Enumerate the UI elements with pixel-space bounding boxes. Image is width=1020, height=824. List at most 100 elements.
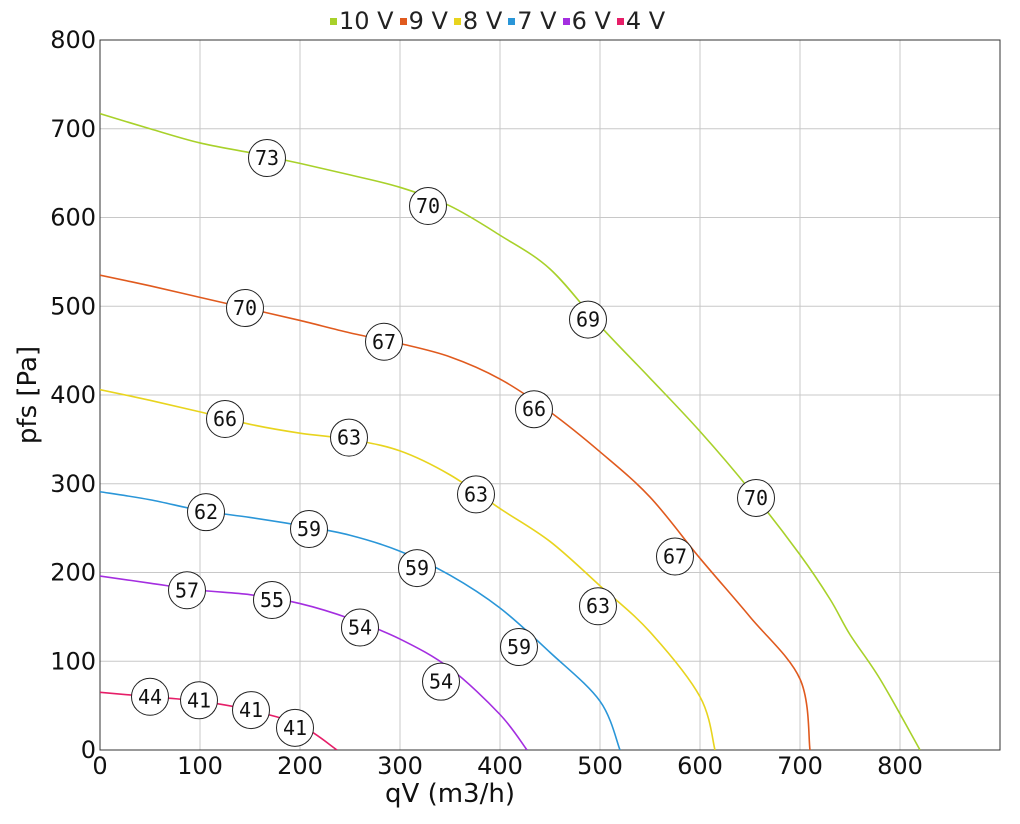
point-label: 63 <box>579 587 617 626</box>
point-label-circle <box>500 628 538 667</box>
point-label: 66 <box>206 399 244 438</box>
y-tick-label: 200 <box>50 559 96 587</box>
point-label-text: 70 <box>233 296 257 320</box>
legend-label: 6 V <box>571 7 611 35</box>
x-tick-label: 200 <box>277 752 323 780</box>
point-label-text: 67 <box>663 545 687 569</box>
point-label-text: 59 <box>405 556 429 580</box>
point-label: 41 <box>180 681 218 720</box>
legend-swatch <box>330 17 337 25</box>
point-label-text: 63 <box>464 482 488 506</box>
point-label-circle <box>656 537 694 576</box>
legend-label: 4 V <box>625 7 666 35</box>
point-label: 63 <box>330 418 368 457</box>
x-tick-label: 500 <box>577 752 623 780</box>
point-label: 59 <box>290 510 328 549</box>
point-label-circle <box>232 691 270 730</box>
legend-swatch <box>399 17 407 25</box>
point-label-text: 41 <box>283 716 307 740</box>
point-label: 62 <box>187 493 225 532</box>
point-label-circle <box>290 510 328 549</box>
point-label-text: 70 <box>744 486 768 510</box>
point-label-circle <box>276 708 314 747</box>
point-label-text: 44 <box>138 685 162 709</box>
y-axis-title: pfs [Pa] <box>13 346 43 444</box>
legend-swatch <box>562 17 570 25</box>
legend-swatch <box>616 17 624 25</box>
point-label-text: 62 <box>194 500 218 524</box>
point-label: 41 <box>276 708 314 747</box>
legend-label: 7 V <box>517 7 557 35</box>
legend-label: 10 V <box>339 7 394 35</box>
point-label-circle <box>131 677 169 716</box>
point-label-text: 63 <box>337 426 361 450</box>
y-tick-label: 600 <box>50 204 96 232</box>
point-label: 54 <box>422 662 460 701</box>
y-tick-label: 800 <box>50 26 96 54</box>
point-label-text: 54 <box>348 616 372 640</box>
point-label: 70 <box>226 289 264 328</box>
point-label: 57 <box>168 571 206 610</box>
point-label-circle <box>226 289 264 328</box>
point-label-circle <box>579 587 617 626</box>
legend-item: 9 V <box>399 7 448 35</box>
legend-swatch <box>508 17 516 25</box>
point-label: 70 <box>409 186 447 225</box>
y-tick-label: 700 <box>50 115 96 143</box>
y-tick-label: 0 <box>81 736 96 764</box>
legend-item: 4 V <box>616 7 666 35</box>
point-label: 67 <box>656 537 694 576</box>
point-label: 69 <box>569 300 607 339</box>
point-label: 44 <box>131 677 169 716</box>
plot-frame <box>99 39 1001 751</box>
point-label-text: 59 <box>507 635 531 659</box>
legend-label: 8 V <box>462 7 503 35</box>
point-label: 70 <box>737 478 775 517</box>
point-label: 63 <box>457 475 495 514</box>
x-axis-title: qV (m3/h) <box>385 779 515 809</box>
point-label-circle <box>737 478 775 517</box>
y-tick-label: 100 <box>50 647 96 675</box>
point-label-circle <box>206 399 244 438</box>
x-tick-label: 800 <box>877 752 923 780</box>
point-label-text: 67 <box>372 330 396 354</box>
point-label: 59 <box>500 628 538 667</box>
point-label: 73 <box>248 139 286 178</box>
point-label-text: 57 <box>175 578 199 602</box>
point-label-text: 41 <box>187 688 211 712</box>
legend-label: 9 V <box>408 7 448 35</box>
x-tick-label: 600 <box>677 752 723 780</box>
point-label-text: 55 <box>260 588 284 612</box>
point-label-text: 73 <box>255 146 279 170</box>
point-label-circle <box>341 608 379 647</box>
point-label-text: 70 <box>416 194 440 218</box>
grid <box>100 40 1000 750</box>
point-label-circle <box>457 475 495 514</box>
point-label-circle <box>569 300 607 339</box>
legend-swatch <box>453 17 461 25</box>
legend-item: 8 V <box>453 7 503 35</box>
point-label-text: 41 <box>239 698 263 722</box>
point-label-circle <box>330 418 368 457</box>
point-label-text: 66 <box>213 407 237 431</box>
point-label-circle <box>187 493 225 532</box>
point-label-circle <box>180 681 218 720</box>
point-label-circle <box>365 322 403 361</box>
point-label-circle <box>422 662 460 701</box>
point-label: 54 <box>341 608 379 647</box>
point-labels: 73 70 69 70 70 67 66 67 66 63 63 63 62 59 59 59 57 55 54 54… <box>131 139 775 747</box>
point-label-text: 54 <box>429 670 453 694</box>
legend-item: 10 V <box>330 7 394 35</box>
point-label: 59 <box>398 549 436 588</box>
x-tick-label: 300 <box>377 752 423 780</box>
x-tick-label: 100 <box>177 752 223 780</box>
x-tick-label: 700 <box>777 752 823 780</box>
y-tick-label: 400 <box>50 381 96 409</box>
y-tick-label: 300 <box>50 470 96 498</box>
point-label-circle <box>515 390 553 429</box>
point-label-text: 66 <box>522 397 546 421</box>
point-label-text: 63 <box>586 594 610 618</box>
point-label-circle <box>253 581 291 620</box>
